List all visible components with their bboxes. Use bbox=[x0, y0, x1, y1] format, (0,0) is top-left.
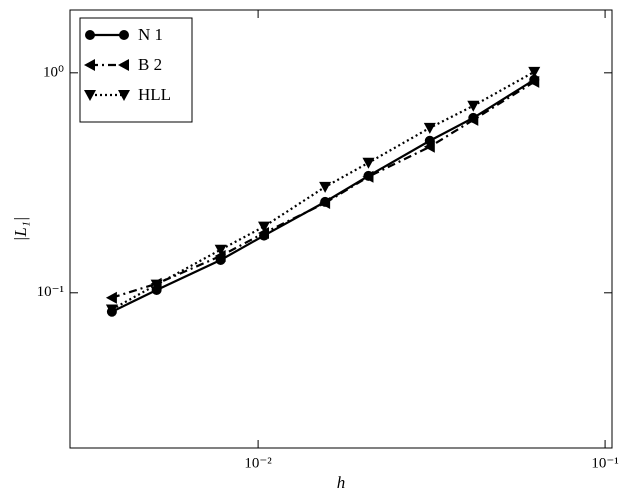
data-point bbox=[423, 140, 435, 153]
data-point bbox=[319, 181, 332, 193]
legend-label: B 2 bbox=[138, 55, 162, 74]
data-point bbox=[319, 196, 331, 209]
data-point bbox=[105, 291, 117, 304]
data-point bbox=[528, 66, 541, 78]
data-point bbox=[362, 157, 375, 169]
legend-box bbox=[79, 17, 193, 123]
y-tick-label: 10⁰ bbox=[43, 64, 64, 80]
data-point bbox=[362, 170, 374, 183]
legend-label: HLL bbox=[138, 85, 171, 104]
data-point bbox=[214, 249, 226, 262]
data-point bbox=[258, 221, 271, 233]
legend-marker bbox=[85, 30, 95, 40]
y-axis-label: |L₁| bbox=[11, 217, 30, 242]
data-point bbox=[150, 279, 163, 291]
data-point bbox=[214, 244, 227, 256]
x-axis-label: h bbox=[337, 473, 346, 492]
x-tick-label: 10⁻² bbox=[244, 455, 272, 471]
data-point bbox=[467, 113, 479, 126]
legend-marker bbox=[118, 90, 130, 101]
legend-marker bbox=[118, 59, 129, 71]
legend-marker bbox=[84, 90, 96, 101]
data-point bbox=[467, 100, 480, 112]
data-point bbox=[105, 304, 118, 316]
data-point bbox=[423, 122, 436, 134]
legend-marker bbox=[84, 59, 95, 71]
legend-label: N 1 bbox=[138, 25, 163, 44]
y-tick-label: 10⁻¹ bbox=[37, 284, 64, 300]
legend-marker bbox=[119, 30, 129, 40]
plot-frame bbox=[69, 9, 613, 449]
data-point bbox=[528, 75, 540, 88]
data-point bbox=[258, 226, 270, 239]
x-tick-label: 10⁻¹ bbox=[591, 455, 618, 471]
